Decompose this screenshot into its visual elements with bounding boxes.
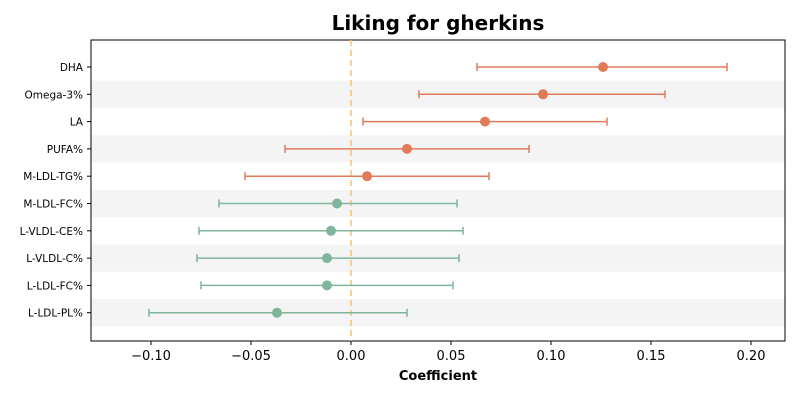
estimate-point [322,253,332,264]
x-tick-label: 0.00 [337,349,366,364]
x-tick-label: 0.05 [437,349,466,364]
estimate-point [322,280,332,291]
y-tick-label: L-VLDL-CE% [20,226,83,238]
y-tick-label: M-LDL-TG% [23,171,83,183]
x-tick-label: 0.10 [537,349,566,364]
estimate-point [598,62,608,72]
estimate-row [196,253,460,264]
estimate-row [418,89,666,100]
estimate-row [200,280,454,291]
y-tick-label: PUFA% [47,144,83,156]
y-tick-label: LA [70,117,84,129]
estimate-marks [148,62,728,318]
estimate-point [272,307,282,318]
estimate-row [244,171,490,182]
estimate-row [476,62,728,72]
x-axis-label: Coefficient [399,369,477,384]
estimate-point [538,89,548,100]
estimate-point [326,225,336,236]
plot-frame [90,39,786,342]
y-tick-label: DHA [60,62,84,74]
estimate-row [198,225,464,236]
chart-title: Liking for gherkins [332,11,545,35]
estimate-point [362,171,372,182]
estimate-row [284,143,530,154]
y-tick-label: M-LDL-FC% [23,199,83,211]
x-tick-label: 0.20 [737,349,766,364]
estimate-point [402,143,412,154]
y-tick-label: L-LDL-FC% [27,280,83,292]
y-tick-label: L-LDL-PL% [28,308,83,320]
x-tick-label: −0.10 [131,349,171,364]
x-tick-label: 0.15 [637,349,666,364]
y-tick-label: L-VLDL-C% [26,253,83,265]
estimate-row [148,307,408,318]
estimate-row [218,198,458,209]
x-tick-label: −0.05 [231,349,271,364]
y-tick-label: Omega-3% [25,89,84,101]
estimate-row [362,116,608,127]
x-axis-ticks: −0.10 −0.05 0.00 0.05 0.10 0.15 0.20 [131,341,765,364]
y-tick-labels: DHA Omega-3% LA PUFA% M-LDL-TG% M-LDL-FC% L-VL… [20,62,91,320]
estimate-point [480,116,490,127]
estimate-point [332,198,342,209]
